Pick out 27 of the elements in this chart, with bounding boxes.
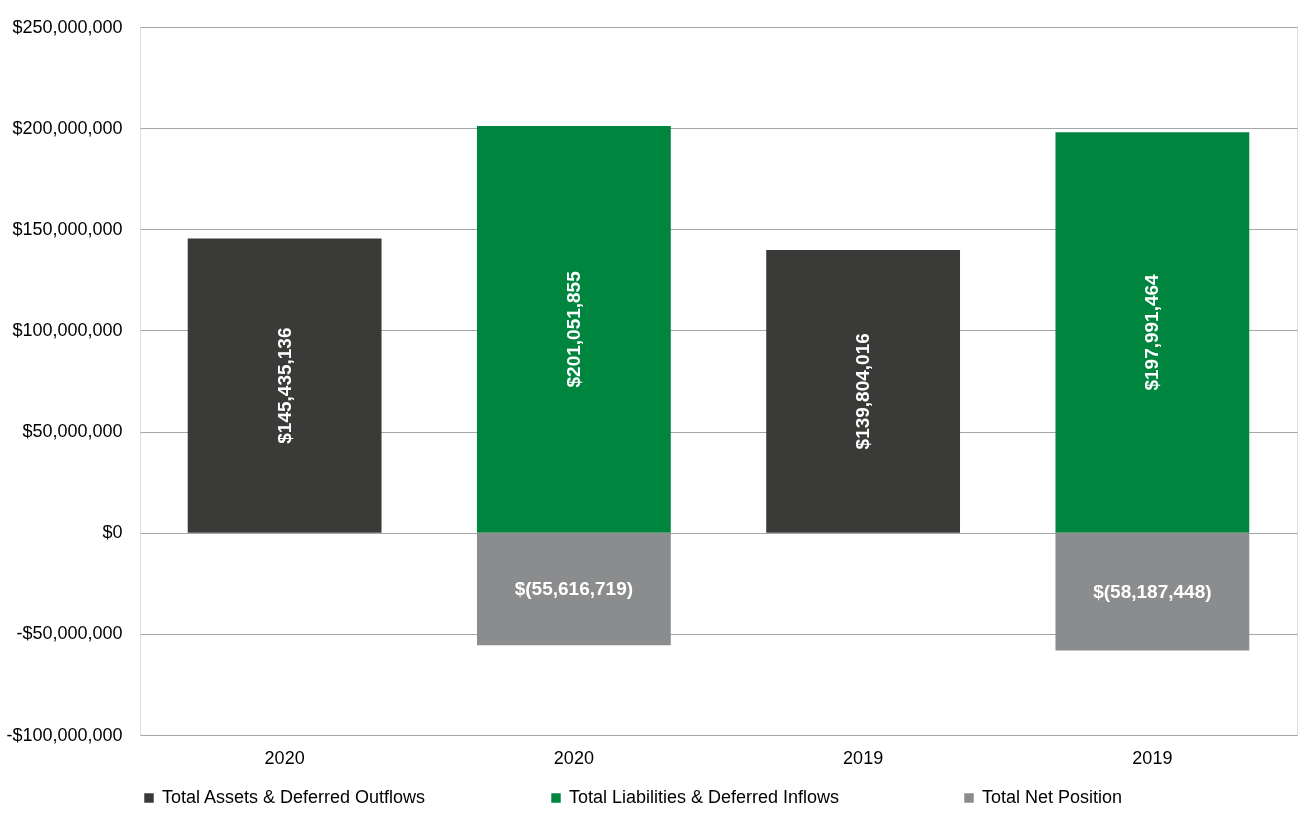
bar	[476, 126, 671, 533]
bar	[1055, 532, 1250, 651]
y-tick-label: $250,000,000	[12, 16, 123, 37]
data-label: $139,804,016	[852, 333, 874, 450]
data-label: $201,051,855	[562, 270, 584, 388]
legend-label: Total Assets & Deferred Outflows	[162, 787, 426, 807]
legend-label: Total Liabilities & Deferred Inflows	[569, 787, 840, 807]
bar	[187, 238, 382, 533]
data-label: $(55,616,719)	[514, 577, 634, 599]
y-tick-label: $50,000,000	[22, 421, 123, 442]
x-tick-label: 2019	[1132, 747, 1173, 768]
y-tick-label: $200,000,000	[12, 117, 123, 138]
legend-label: Total Net Position	[982, 787, 1123, 807]
data-label: $197,991,464	[1141, 273, 1163, 391]
y-tick-label: $0	[102, 522, 123, 543]
y-tick-label: -$100,000,000	[6, 724, 123, 745]
x-tick-label: 2020	[553, 747, 594, 768]
x-tick-label: 2019	[843, 747, 884, 768]
x-tick-label: 2020	[264, 747, 305, 768]
data-label: $(58,187,448)	[1093, 580, 1212, 602]
y-tick-label: $150,000,000	[12, 218, 123, 239]
bar	[476, 532, 671, 646]
bar	[1055, 132, 1250, 533]
bar	[766, 249, 961, 533]
y-tick-label: $100,000,000	[12, 319, 123, 340]
y-tick-label: -$50,000,000	[16, 623, 123, 644]
data-label: $145,435,136	[273, 327, 295, 444]
